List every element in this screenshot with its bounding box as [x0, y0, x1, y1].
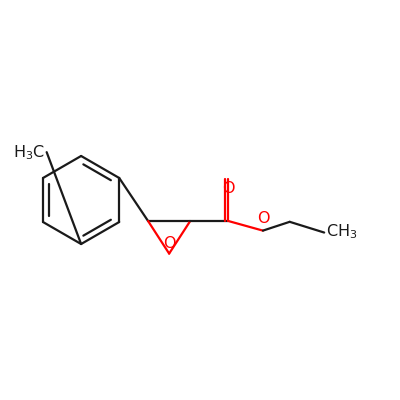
- Text: O: O: [163, 236, 175, 250]
- Text: O: O: [222, 181, 235, 196]
- Text: $\mathregular{CH_3}$: $\mathregular{CH_3}$: [326, 222, 358, 241]
- Text: O: O: [258, 211, 270, 226]
- Text: $\mathregular{H_3C}$: $\mathregular{H_3C}$: [13, 143, 45, 162]
